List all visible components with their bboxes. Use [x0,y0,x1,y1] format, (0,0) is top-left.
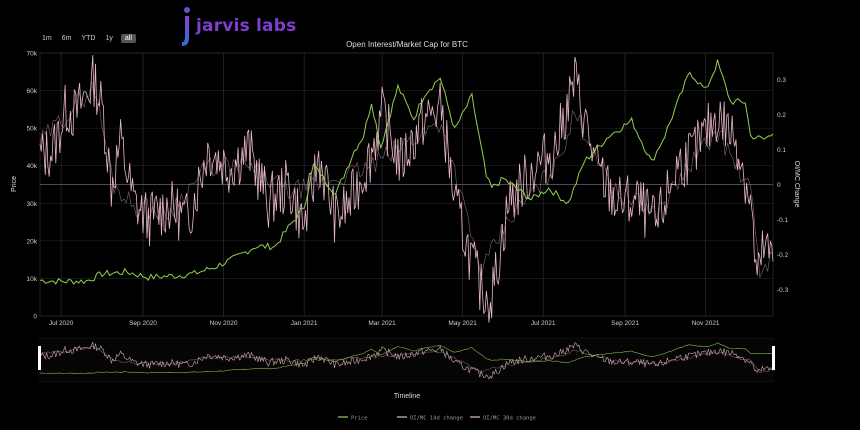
y2-tick-label: -0.1 [777,217,789,224]
range-button-1m[interactable]: 1m [42,35,52,42]
navigator-right-handle[interactable] [772,346,775,370]
x-axis-label: Timeline [394,393,420,400]
y-tick-label: 40k [27,163,38,170]
range-button-all[interactable]: all [120,34,136,43]
x-tick-label: Nov 2021 [692,320,720,327]
chart-title: Open Interest/Market Cap for BTC [346,40,468,49]
y-axis-label: Price [11,176,18,192]
y-tick-label: 50k [27,126,38,133]
x-tick-label: Sep 2020 [129,320,157,327]
grid [40,52,773,317]
x-tick-label: Jul 2020 [49,320,74,327]
y2-tick-label: 0.3 [777,77,786,84]
price-line [39,59,774,285]
y-tick-label: 20k [27,238,38,245]
x-tick-label: Nov 2020 [210,320,238,327]
range-button-6m[interactable]: 6m [61,35,72,42]
y-tick-label: 10k [27,276,38,283]
legend: Price OI/MC 14d change OI/MC 30d change [338,416,536,422]
x-tick-label: May 2021 [448,320,477,327]
oi-mc-30d-line [39,81,774,280]
navigator-frame [39,337,774,383]
y-tick-label: 0 [33,314,37,321]
series-layer [39,55,774,323]
y2-tick-label: -0.3 [777,287,789,294]
navigator-price-line [40,342,774,374]
y2-tick-label: -0.2 [777,252,789,259]
y-tick-label: 60k [27,88,38,95]
x-axis: Jul 2020 Sep 2020 Nov 2020 Jan 2021 Mar 2021… [49,320,720,327]
y2-axis: 0.3 0.2 0.1 0 -0.1 -0.2 -0.3 [777,77,789,294]
logo-j-icon [182,7,190,46]
x-tick-label: Sep 2021 [611,320,639,327]
y2-tick-label: 0.2 [777,112,786,119]
y2-tick-label: 0 [777,182,781,189]
y-tick-label: 30k [27,201,38,208]
x-tick-label: Mar 2021 [368,320,396,327]
x-tick-label: Jul 2021 [531,320,556,327]
y2-axis-label: OI/MC Change [793,161,800,208]
y-axis: 0 10k 20k 30k 40k 50k 60k 70k [27,51,38,321]
plot-area-frame [39,52,774,317]
y2-tick-label: 0.1 [777,147,786,154]
legend-label: OI/MC 14d change [410,416,463,422]
legend-label: OI/MC 30d change [483,416,536,422]
legend-label: Price [351,416,368,422]
range-button-1y[interactable]: 1y [105,35,113,42]
oi-mc-14d-line [39,55,774,323]
logo-text: jarvis labs [196,16,297,36]
range-button-ytd[interactable]: YTD [81,35,96,42]
navigator-series [39,341,774,380]
range-selector: 1m 6m YTD 1y all [40,34,136,43]
navigator-oi-mc-30d-line [39,345,774,374]
navigator-oi-mc-14d-line [39,341,774,380]
y-tick-label: 70k [27,51,38,58]
x-tick-label: Jan 2021 [291,320,318,327]
navigator-left-handle[interactable] [38,346,41,370]
logo: jarvis labs [178,6,296,46]
